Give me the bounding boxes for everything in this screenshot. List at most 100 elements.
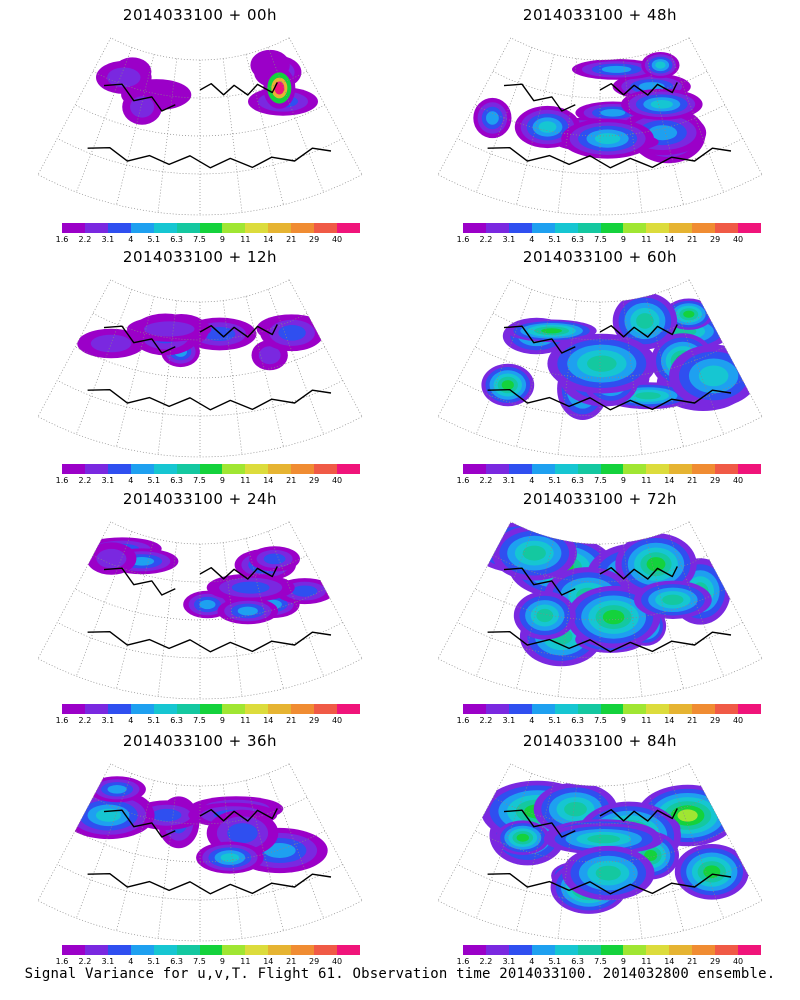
colorbar-labels: 1.6 2.2 3.1 4 5.1 6.3 7.5 9 11 14 21 29 40	[457, 716, 761, 726]
variance-contour	[635, 392, 661, 400]
colorbar-tick-label: 6.3	[170, 476, 183, 485]
projected-map	[437, 37, 763, 216]
colorbar-swatch	[485, 464, 509, 474]
variance-field	[481, 292, 759, 420]
colorbar-tick-label: 4	[128, 235, 134, 244]
coastline	[599, 808, 678, 822]
colorbar-tick-label: 1.6	[55, 235, 69, 244]
colorbar-tick-label: 4	[529, 476, 535, 485]
colorbar-tick-label: 1.6	[456, 235, 470, 244]
colorbar-tick-label: 11	[240, 476, 251, 485]
colorbar-swatch	[577, 945, 601, 955]
coastlines	[87, 82, 332, 169]
colorbar-tick-label: 4	[529, 235, 535, 244]
graticule	[37, 279, 363, 458]
colorbar-swatch	[291, 945, 315, 955]
meridian-line	[157, 58, 178, 213]
colorbar-tick-label: 7.5	[594, 476, 607, 485]
colorbar-swatch	[715, 223, 739, 233]
colorbar-swatch	[176, 223, 200, 233]
meridian-line	[157, 784, 178, 939]
colorbar-tick-label: 40	[331, 716, 343, 725]
colorbar-tick-label: 21	[687, 957, 698, 966]
variance-contour	[636, 313, 654, 329]
meridian-line	[645, 780, 684, 931]
projected-map	[437, 279, 763, 458]
colorbar-tick-label: 29	[309, 476, 320, 485]
latitude-line	[92, 70, 308, 99]
colorbar-tick-label: 7.5	[594, 716, 607, 725]
meridian-line	[245, 296, 284, 447]
colorbar-tick-label: 2.2	[78, 235, 92, 244]
colorbar-swatch	[577, 223, 601, 233]
projected-map	[437, 763, 763, 942]
colorbar-swatch	[715, 704, 739, 714]
colorbar-swatch	[337, 223, 360, 233]
colorbar-tick-label: 4	[128, 716, 134, 725]
variance-contour	[536, 608, 554, 623]
latitude-line	[437, 900, 763, 942]
colorbar-swatch	[600, 223, 624, 233]
projected-map	[37, 37, 363, 216]
latitude-line	[110, 279, 290, 303]
variance-contour	[662, 594, 684, 605]
colorbar-tick-label: 5.1	[147, 716, 161, 725]
coastline	[103, 325, 176, 354]
variance-contour	[263, 843, 296, 858]
variance-contour	[96, 548, 127, 569]
variance-field	[473, 52, 707, 164]
colorbar-tick-label: 1.6	[456, 476, 470, 485]
graticule	[37, 521, 363, 700]
coastline	[87, 147, 332, 169]
meridian-line	[37, 521, 112, 659]
colorbar-swatch	[62, 945, 85, 955]
variance-contour	[291, 585, 318, 597]
colorbar-swatch	[623, 464, 647, 474]
variance-contour	[107, 67, 141, 88]
variance-contour	[600, 109, 626, 117]
colorbar-swatch	[463, 704, 486, 714]
latitude-line	[492, 554, 708, 583]
meridian-line	[76, 47, 133, 193]
latitude-line	[437, 658, 763, 700]
meridian-line	[645, 54, 684, 205]
colorbar-tick-label: 2.2	[78, 716, 92, 725]
projected-map	[437, 521, 763, 700]
colorbar-tick-label: 3.1	[101, 476, 115, 485]
graticule	[37, 37, 363, 216]
colorbar-tick-label: 9	[219, 476, 225, 485]
colorbar-tick-label: 29	[710, 476, 721, 485]
coastline	[199, 324, 278, 338]
coastline	[87, 631, 332, 653]
colorbar-tick-label: 3.1	[502, 235, 516, 244]
colorbar-tick-label: 5.1	[548, 957, 562, 966]
map-panel-36h: 2014033100 + 36h	[0, 726, 400, 966]
colorbar-tick-label: 4	[529, 716, 535, 725]
variance-contour	[220, 853, 240, 862]
map-panel-24h: 2014033100 + 24h	[0, 484, 400, 724]
coastline	[599, 324, 678, 338]
graticule	[37, 763, 363, 942]
colorbar-swatch	[463, 223, 486, 233]
latitude-line	[110, 37, 290, 61]
colorbar-swatch	[84, 464, 108, 474]
colorbar-swatch	[130, 945, 154, 955]
coastline	[199, 566, 278, 580]
colorbar-swatch	[62, 464, 85, 474]
meridian-line	[157, 542, 178, 697]
colorbar-tick-label: 1.6	[55, 476, 69, 485]
meridian-line	[288, 763, 363, 901]
variance-contour	[594, 133, 621, 145]
colorbar-tick-label: 2.2	[78, 957, 92, 966]
meridian-line	[267, 47, 324, 193]
panel-title: 2014033100 + 72h	[522, 490, 678, 508]
meridian-line	[557, 300, 578, 455]
meridian-line	[437, 763, 512, 901]
colorbar	[463, 704, 761, 714]
colorbar-swatch	[199, 223, 223, 233]
colorbar-tick-label: 3.1	[502, 476, 516, 485]
colorbar-swatch	[84, 223, 108, 233]
meridian-line	[37, 279, 112, 417]
colorbar-swatch	[531, 464, 555, 474]
colorbar-tick-label: 40	[732, 476, 744, 485]
